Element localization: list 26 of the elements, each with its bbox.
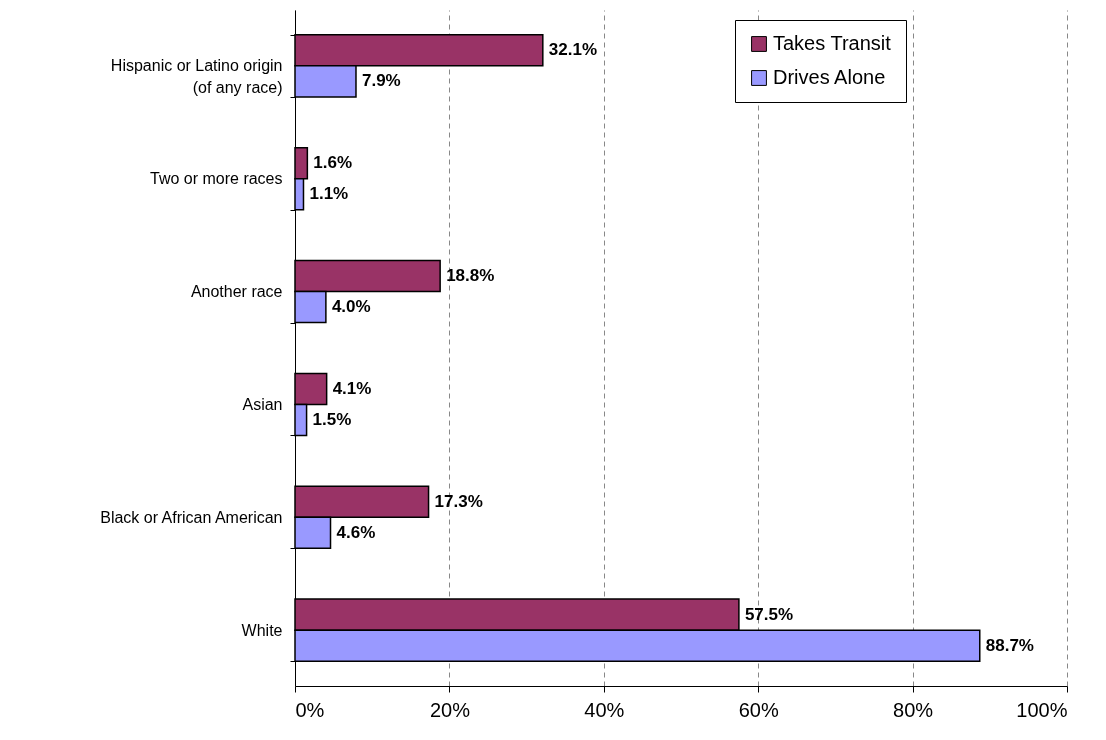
data-label: 4.1% <box>332 378 372 398</box>
x-tick-label: 40% <box>584 698 625 721</box>
y-tick-label: Asian <box>242 395 283 413</box>
x-tick-label: 100% <box>1016 698 1068 721</box>
x-tick-label: 80% <box>893 698 934 721</box>
data-label: 18.8% <box>446 266 495 286</box>
data-label: 4.6% <box>336 522 376 542</box>
y-tick-label: Two or more races <box>150 170 283 188</box>
x-tick-label: 60% <box>738 698 779 721</box>
legend-label: Drives Alone <box>773 66 886 88</box>
legend-label: Takes Transit <box>773 32 892 54</box>
data-label: 4.0% <box>331 297 371 317</box>
y-tick-label: Another race <box>190 283 283 301</box>
y-tick-label: White <box>241 621 283 639</box>
data-label: 7.9% <box>361 71 401 91</box>
y-tick-label: Black or African American <box>100 508 283 526</box>
y-tick-label: Hispanic or Latino origin (of any race) <box>110 57 283 97</box>
data-label: 1.5% <box>312 409 352 429</box>
data-label: 1.6% <box>313 153 353 173</box>
data-label: 32.1% <box>548 40 598 60</box>
x-tick-label: 0% <box>295 698 325 721</box>
x-tick-label: 20% <box>429 698 471 721</box>
data-label: 88.7% <box>985 635 1034 655</box>
data-label: 1.1% <box>309 184 349 204</box>
data-label: 17.3% <box>434 491 483 511</box>
data-label: 57.5% <box>744 604 794 624</box>
